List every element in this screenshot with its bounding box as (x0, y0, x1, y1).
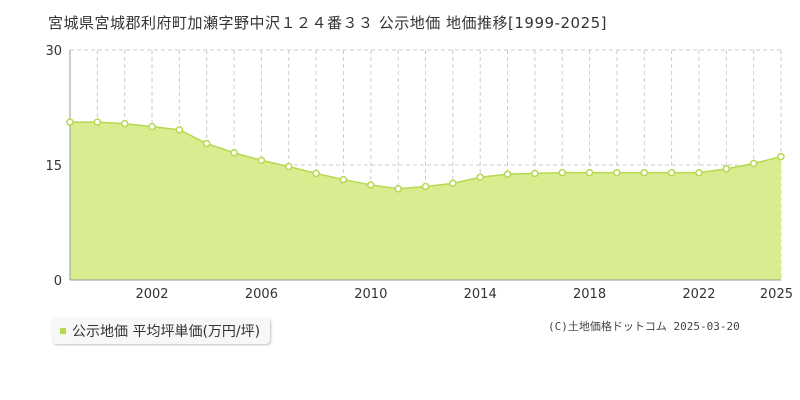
data-point (175, 125, 184, 134)
x-tick-label: 2010 (354, 287, 387, 302)
chart-legend: 公示地価 平均坪単価(万円/坪) (52, 318, 271, 344)
data-point (339, 175, 348, 184)
data-point (749, 159, 758, 168)
x-tick-label: 2014 (464, 287, 497, 302)
data-point (531, 169, 539, 178)
x-tick-label: 2002 (135, 287, 168, 302)
legend-swatch (60, 328, 66, 334)
data-point (667, 168, 676, 177)
data-point (503, 170, 512, 178)
data-point (585, 168, 594, 177)
data-point (367, 181, 375, 189)
data-point (695, 168, 703, 177)
data-point (202, 139, 211, 148)
y-tick-label: 0 (54, 274, 62, 289)
data-point (640, 168, 649, 177)
x-tick-label: 2022 (682, 287, 715, 302)
legend-label: 公示地価 平均坪単価(万円/坪) (72, 324, 261, 340)
series-area (70, 122, 781, 280)
data-point (777, 152, 785, 161)
data-point (93, 118, 102, 126)
data-point (148, 122, 156, 131)
x-tick-label: 2006 (245, 287, 278, 302)
y-tick-label: 15 (45, 159, 62, 174)
data-point (312, 169, 320, 178)
chart-title: 宮城県宮城郡利府町加瀬字野中沢１２４番３３ 公示地価 地価推移[1999-202… (48, 14, 608, 32)
x-tick-label: 2018 (573, 287, 606, 302)
data-point (285, 162, 293, 171)
credit-text: (C)土地価格ドットコム 2025-03-20 (548, 320, 740, 333)
data-point (722, 165, 731, 173)
data-point (476, 173, 484, 182)
data-point (558, 168, 566, 177)
y-tick-label: 30 (45, 44, 62, 59)
data-point (394, 185, 402, 193)
data-point (613, 168, 621, 177)
x-tick-label: 2025 (760, 287, 793, 302)
data-point (230, 148, 238, 157)
data-point (421, 182, 430, 191)
data-point (257, 156, 266, 165)
data-point (449, 179, 457, 188)
data-point (120, 119, 129, 128)
data-point (66, 118, 74, 126)
